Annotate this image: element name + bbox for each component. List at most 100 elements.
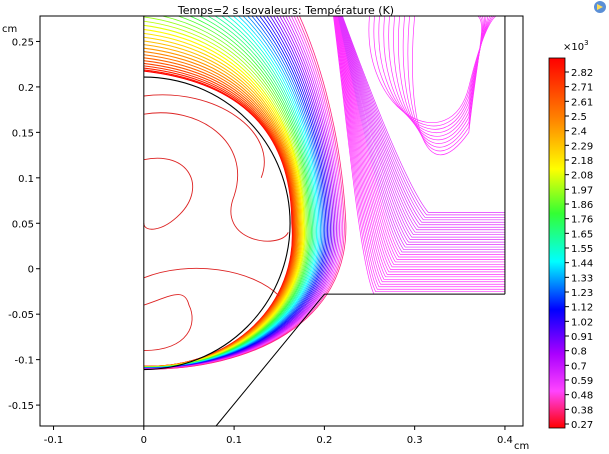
colorbar: ×103 2.82 2.71 2.61 2.5 2.4 2.29 2.18 2.08 1.97 1… <box>548 39 593 431</box>
colorbar-tick-label: 2.4 <box>571 127 587 138</box>
isotherm-line <box>338 16 505 248</box>
colorbar-tick-label: 2.29 <box>571 141 593 152</box>
isotherm-line <box>336 16 505 268</box>
x-tick-label: 0.2 <box>316 435 332 446</box>
colorbar-tick-label: 1.55 <box>571 244 593 255</box>
x-unit-label: cm <box>514 441 529 452</box>
colorbar-tick-label: 1.23 <box>571 288 593 299</box>
isotherm-line <box>333 16 505 288</box>
y-tick-label: 0.1 <box>18 174 34 185</box>
colorbar-tick-label: 1.97 <box>571 185 593 196</box>
isotherm-line <box>143 16 330 369</box>
isotherm-line <box>143 157 194 230</box>
y-tick-label: 0.25 <box>12 37 34 48</box>
x-tick-label: 0.1 <box>226 435 242 446</box>
isotherm-line <box>143 16 336 370</box>
isotherm-line <box>340 16 505 228</box>
colorbar-tick-label: 0.8 <box>571 347 587 358</box>
y-tick-label: -0.1 <box>14 356 34 367</box>
isotherm-line <box>383 16 491 134</box>
isotherm-line <box>143 16 315 368</box>
isotherm-line <box>341 16 505 223</box>
isotherm-line <box>334 16 505 278</box>
colorbar-tick-label: 2.71 <box>571 83 593 94</box>
isotherm-line <box>340 16 505 231</box>
circle-boundary <box>143 76 291 371</box>
isotherm-line <box>334 16 505 280</box>
isotherm-line <box>143 16 309 368</box>
inclined-edge <box>215 293 325 426</box>
colorbar-tick-label: 2.08 <box>571 171 593 182</box>
isotherm-line <box>143 16 308 368</box>
colorbar-tick-label: 1.86 <box>571 200 593 211</box>
isotherm-line <box>143 16 317 369</box>
colorbar-tick-label: 0.59 <box>571 376 593 387</box>
y-tick-label: 0.05 <box>12 219 34 230</box>
colorbar-tick-label: 0.91 <box>571 332 593 343</box>
colorbar-tick-label: 2.82 <box>571 68 593 79</box>
isotherm-line <box>334 16 505 285</box>
isotherm-line <box>143 294 193 351</box>
isotherm-line <box>338 16 505 243</box>
y-tick-label: 0.15 <box>12 128 34 139</box>
x-tick-label: 0 <box>141 435 147 446</box>
isotherm-line <box>143 16 345 370</box>
y-tick-label: 0 <box>28 265 34 276</box>
isotherm-line <box>143 16 344 370</box>
isotherm-line <box>407 16 483 152</box>
isotherm-line <box>143 16 340 370</box>
isotherm-line <box>412 16 482 156</box>
isotherm-line <box>335 16 505 275</box>
colorbar-tick-label: 2.5 <box>571 112 587 123</box>
isotherm-line <box>341 16 505 221</box>
y-tick-label: 0.2 <box>18 83 34 94</box>
isotherm-line <box>335 16 505 273</box>
x-axis-ticks: -0.1 0 0.1 0.2 0.3 0.4 <box>44 426 513 446</box>
isotherm-line <box>336 16 505 265</box>
isotherm-line <box>339 16 505 236</box>
isotherm-line <box>143 16 313 368</box>
isotherm-line <box>143 16 339 370</box>
export-icon[interactable] <box>594 1 606 13</box>
colorbar-tick-label: 1.65 <box>571 229 593 240</box>
isotherm-line <box>143 16 337 370</box>
isotherm-line <box>334 16 505 283</box>
isotherm-line <box>337 16 505 258</box>
colorbar-tick-label: 0.38 <box>571 405 593 416</box>
isotherm-line <box>143 112 289 242</box>
isotherm-line <box>143 16 311 368</box>
y-axis-ticks: 0.25 0.2 0.15 0.1 0.05 0 -0.05 -0.1 -0.15 <box>8 37 40 412</box>
isotherm-line <box>402 16 484 148</box>
isotherm-line <box>143 16 320 369</box>
isotherm-line <box>143 20 306 368</box>
isotherm-line <box>143 16 310 368</box>
isotherm-line <box>336 16 505 263</box>
colorbar-tick-label: 1.12 <box>571 303 593 314</box>
colorbar-tick-labels: 2.82 2.71 2.61 2.5 2.4 2.29 2.18 2.08 1.97 1.86 1.… <box>565 68 593 431</box>
isotherm-line <box>342 16 505 213</box>
plot-frame <box>39 15 524 427</box>
isotherm-line <box>143 267 280 297</box>
colorbar-tick-label: 1.76 <box>571 215 593 226</box>
colorbar-tick-label: 2.18 <box>571 156 593 167</box>
domain-geometry <box>143 16 506 426</box>
isotherm-line <box>340 16 505 226</box>
isotherm-line <box>337 16 505 250</box>
isotherm-line <box>339 16 505 240</box>
isotherm-line <box>339 16 505 233</box>
isotherm-line <box>337 16 505 253</box>
colorbar-tick-label: 0.48 <box>571 391 593 402</box>
isotherm-line <box>143 16 316 368</box>
isotherm-line <box>143 24 305 368</box>
colorbar-tick-label: 0.7 <box>571 361 587 372</box>
isotherm-line <box>143 16 334 369</box>
isotherm-line <box>143 16 331 369</box>
y-tick-label: -0.05 <box>8 310 34 321</box>
isotherm-line <box>398 16 485 144</box>
y-tick-label: -0.15 <box>8 401 34 412</box>
isotherm-line <box>143 16 312 368</box>
isotherm-line <box>339 16 505 238</box>
colorbar-tick-label: 2.61 <box>571 97 593 108</box>
isotherm-line <box>341 16 505 216</box>
